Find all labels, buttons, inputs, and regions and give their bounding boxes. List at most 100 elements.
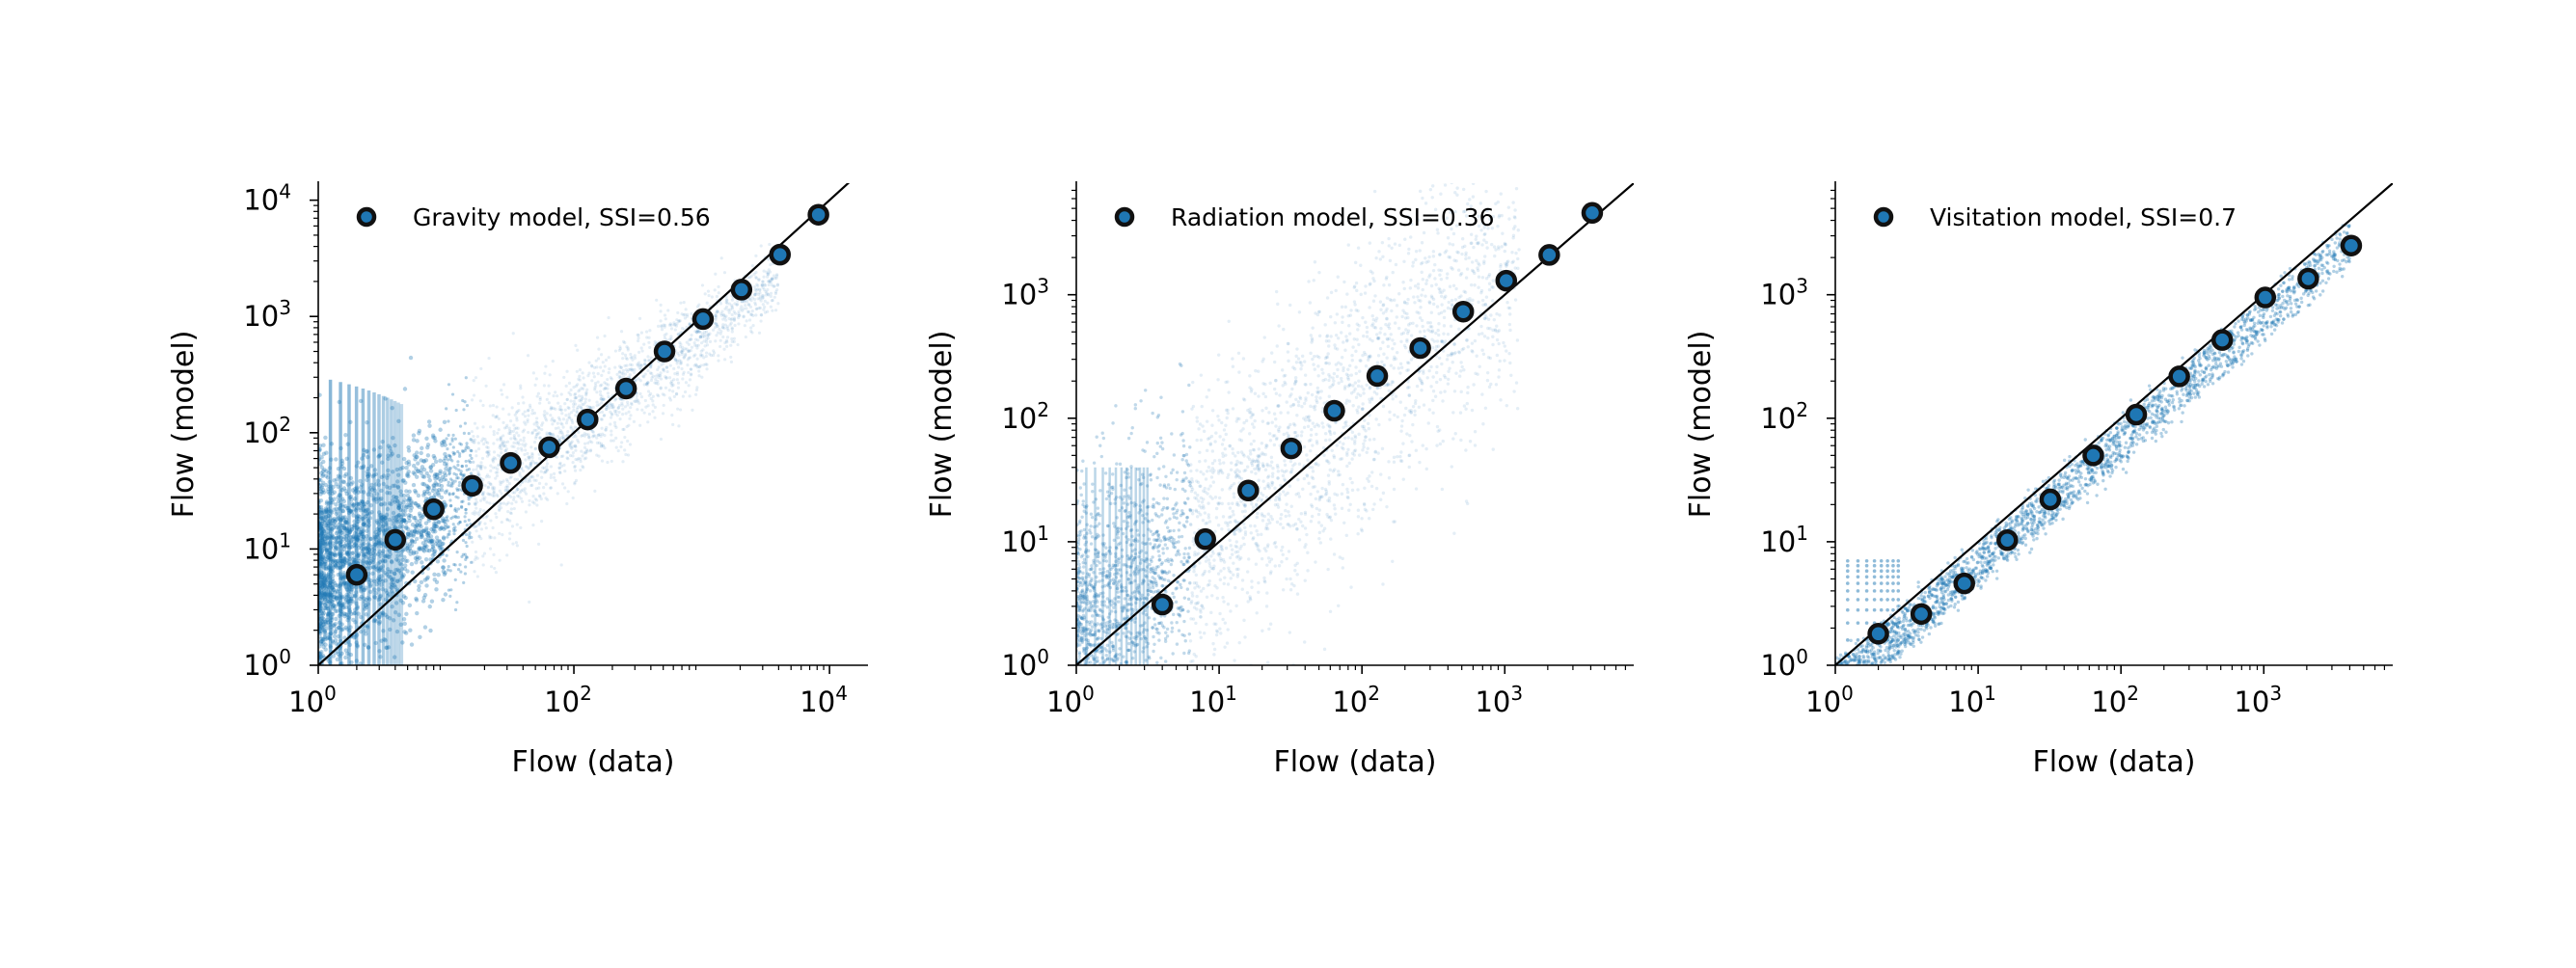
- data-point: [717, 354, 720, 358]
- data-point: [414, 467, 419, 471]
- data-point: [426, 531, 431, 536]
- data-point: [370, 551, 376, 556]
- data-point: [322, 591, 327, 597]
- data-point: [367, 597, 372, 602]
- data-point: [320, 556, 325, 561]
- data-point: [318, 608, 324, 614]
- data-point: [586, 374, 590, 378]
- data-point: [1257, 461, 1261, 465]
- data-point: [544, 497, 548, 500]
- data-point: [740, 309, 745, 312]
- data-point: [322, 629, 328, 634]
- data-point: [678, 331, 682, 335]
- data-point: [523, 410, 527, 414]
- data-point: [687, 349, 691, 354]
- data-point: [1273, 486, 1277, 491]
- data-point: [769, 281, 773, 284]
- data-point: [529, 475, 533, 479]
- data-point: [344, 600, 350, 605]
- data-point: [545, 462, 550, 466]
- data-point: [322, 632, 328, 638]
- data-point: [681, 349, 685, 353]
- data-point: [420, 534, 424, 539]
- data-point: [449, 588, 453, 592]
- data-point: [1127, 565, 1131, 569]
- data-point: [336, 498, 341, 504]
- data-point: [399, 549, 405, 554]
- data-point: [395, 567, 400, 573]
- data-point: [1328, 425, 1332, 429]
- data-point: [1266, 482, 1270, 486]
- data-point: [493, 486, 497, 490]
- data-point: [344, 558, 350, 563]
- data-point: [379, 460, 385, 465]
- data-point: [331, 603, 336, 608]
- data-point: [376, 621, 382, 626]
- data-point: [481, 425, 485, 429]
- data-point: [377, 452, 383, 458]
- data-point: [719, 332, 722, 336]
- data-point: [318, 577, 323, 582]
- data-point: [319, 721, 323, 725]
- data-point: [571, 460, 575, 465]
- data-point: [559, 421, 563, 425]
- data-point: [425, 486, 430, 492]
- data-point: [502, 420, 505, 424]
- data-point: [753, 301, 757, 305]
- data-point: [406, 513, 412, 518]
- data-point: [411, 438, 417, 443]
- data-point: [1097, 680, 1099, 683]
- data-point: [643, 372, 647, 376]
- data-point: [1214, 431, 1218, 435]
- data-point: [1076, 718, 1079, 721]
- data-point: [320, 592, 326, 598]
- data-point: [1190, 509, 1195, 513]
- data-point: [343, 537, 349, 542]
- data-point: [583, 451, 586, 455]
- data-point: [470, 429, 474, 434]
- data-point: [1459, 361, 1463, 364]
- data-point: [329, 526, 335, 532]
- data-point: [747, 303, 751, 307]
- data-point: [654, 374, 658, 378]
- data-point: [687, 356, 691, 360]
- data-point: [591, 371, 596, 375]
- data-point: [433, 529, 438, 534]
- data-point: [684, 381, 689, 385]
- data-point: [540, 423, 544, 427]
- data-point: [567, 381, 572, 386]
- data-point: [1276, 476, 1280, 480]
- data-point: [582, 402, 586, 406]
- data-point: [1115, 621, 1119, 626]
- data-point: [339, 523, 345, 528]
- data-point: [676, 407, 680, 411]
- data-point: [402, 512, 408, 517]
- data-point: [347, 541, 352, 546]
- data-point: [325, 617, 330, 623]
- data-point: [329, 599, 334, 604]
- data-point: [356, 535, 361, 541]
- data-point: [549, 472, 554, 477]
- data-point: [1317, 508, 1321, 512]
- data-point: [340, 504, 346, 509]
- data-point: [480, 464, 484, 469]
- data-point: [327, 660, 333, 665]
- data-point: [473, 510, 476, 514]
- data-point: [502, 444, 505, 447]
- data-point: [347, 542, 352, 548]
- data-point: [1267, 627, 1271, 632]
- data-point: [324, 573, 329, 578]
- data-point: [1092, 608, 1097, 613]
- data-point: [699, 341, 704, 345]
- data-point: [347, 546, 352, 551]
- data-point: [473, 438, 476, 442]
- data-point: [369, 548, 374, 552]
- data-point: [319, 616, 324, 622]
- data-point: [356, 552, 362, 557]
- data-point: [354, 536, 360, 542]
- data-point: [512, 506, 516, 511]
- data-point: [1092, 632, 1096, 637]
- data-point: [555, 455, 559, 459]
- data-point: [678, 345, 682, 349]
- data-point: [354, 487, 360, 492]
